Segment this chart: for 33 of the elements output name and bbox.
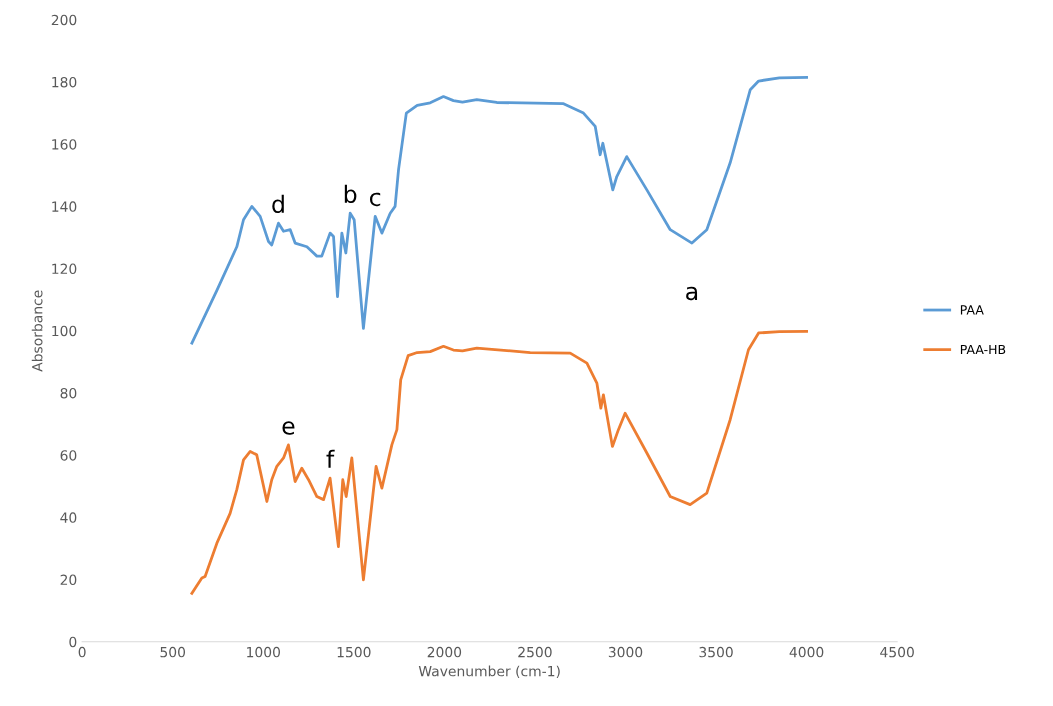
x-tick-label: 3000 bbox=[608, 646, 643, 658]
annotation: b bbox=[344, 184, 357, 204]
x-tick-label: 2500 bbox=[518, 646, 552, 658]
annotation: c bbox=[369, 192, 381, 207]
annotation: e bbox=[282, 421, 295, 435]
y-tick-label: 140 bbox=[52, 201, 77, 212]
x-tick-label: 4000 bbox=[789, 646, 824, 658]
line-series bbox=[190, 75, 808, 345]
y-tick-label: 80 bbox=[60, 387, 77, 399]
y-tick-label: 0 bbox=[69, 636, 77, 648]
y-tick-label: 200 bbox=[51, 14, 77, 26]
y-tick-label: 20 bbox=[60, 574, 77, 586]
legend-label: PAA bbox=[960, 305, 984, 315]
annotation: f bbox=[326, 449, 335, 468]
x-tick-label: 1000 bbox=[247, 646, 280, 658]
x-tick-label: 1500 bbox=[337, 646, 371, 658]
y-tick-label: 180 bbox=[52, 76, 77, 88]
y-axis-title: Absorbance bbox=[31, 290, 43, 372]
y-tick-label: 100 bbox=[52, 325, 77, 337]
x-tick-label: 0 bbox=[78, 646, 86, 658]
y-tick-label: 40 bbox=[60, 512, 77, 523]
x-tick-label: 4500 bbox=[880, 646, 914, 658]
y-tick-label: 160 bbox=[52, 139, 77, 150]
y-tick-label: 60 bbox=[60, 450, 77, 461]
x-tick-label: 500 bbox=[160, 646, 186, 658]
legend-label: PAA-HB bbox=[960, 344, 1006, 355]
x-tick-label: 2000 bbox=[427, 646, 462, 658]
annotation: d bbox=[272, 194, 284, 214]
annotation: a bbox=[686, 286, 698, 301]
line-series bbox=[190, 329, 808, 595]
y-tick-label: 120 bbox=[52, 263, 77, 275]
x-axis-title: Wavenumber (cm-1) bbox=[418, 665, 560, 678]
x-tick-label: 3500 bbox=[699, 646, 733, 658]
